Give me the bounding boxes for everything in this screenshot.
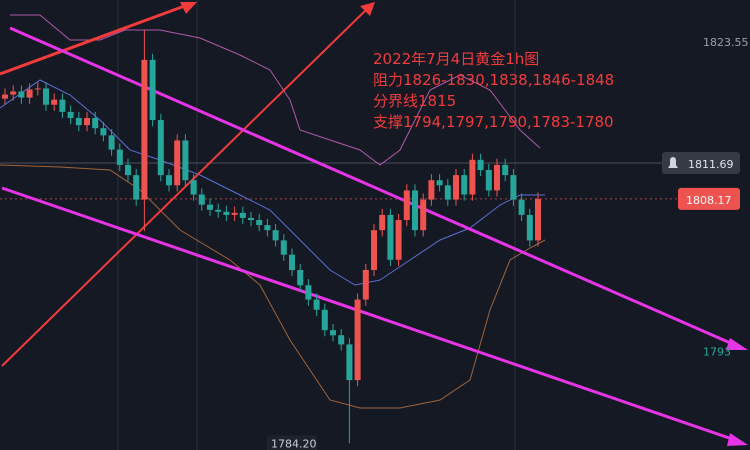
candle-body [239,212,246,218]
annotation-line: 阻力1826-1830,1838,1846-1848 [373,71,614,89]
candle-body [2,94,8,99]
arrow-head [360,2,375,16]
price-box [267,435,317,450]
bollinger-lower [0,164,546,409]
bell-icon [668,156,678,168]
candle-body [297,269,304,286]
price-label: 1823.55 [703,36,749,49]
annotation-line: 分界线1815 [373,92,456,110]
candle-body [133,175,140,200]
candles [2,30,541,444]
candle-body [256,220,263,226]
candle-body [231,212,238,215]
candle-body [436,180,443,186]
price-label: 1808.17 [686,194,732,207]
candle-body [354,299,361,381]
candle-body [444,185,451,200]
candle-body [321,309,328,331]
trend-line [0,2,191,76]
candle-body [330,330,336,336]
candle-body [43,88,49,105]
candle-body [141,59,148,200]
candle-body [207,204,213,210]
candle-body [182,140,189,181]
price-label: 1784.20 [271,437,317,450]
candle-body [116,149,123,165]
price-label: 1793 [703,346,731,359]
candle-body [215,209,222,212]
bollinger-upper [10,14,541,166]
candle-body [59,99,66,112]
candle-body [412,190,418,231]
candle-body [18,91,25,98]
candle-body [84,118,90,126]
candle-body [387,214,394,260]
candle-body [149,59,156,121]
candle-body [346,344,353,381]
candle-body [428,180,435,200]
candle-body [92,118,99,129]
candle-body [280,240,287,255]
annotation: 2022年7月4日黄金1h图阻力1826-1830,1838,1846-1848… [373,50,614,131]
candle-body [174,140,181,186]
candle-body [313,299,320,310]
channel-line [9,26,736,347]
annotation-line: 2022年7月4日黄金1h图 [373,50,539,68]
candle-body [494,164,500,191]
candle-body [26,89,33,98]
candle-body [453,175,459,200]
candle-body [190,180,197,195]
candle-body [535,198,541,241]
candle-body [338,335,345,345]
candle-body [166,175,172,186]
candle-body [526,214,533,241]
levels [0,162,678,200]
candle-body [248,217,254,221]
candle-body [502,164,509,176]
arrow-head [727,433,748,446]
candle-body [272,230,279,241]
candle-body [100,128,107,136]
price-box [662,151,740,174]
annotation-line: 支撑1794,1797,1790,1783-1780 [373,113,614,131]
price-box [678,187,740,210]
candle-body [157,120,164,176]
candle-body [305,285,312,300]
candle-body [108,135,115,150]
candle-body [485,170,492,191]
candle-body [469,159,476,195]
candle-body [264,225,271,231]
candle-body [67,111,74,119]
candle-body [518,199,525,215]
candle-body [125,164,131,176]
price-labels: 1823.55 1811.69 1808.17 1793 1784.20 [267,36,749,450]
candle-body [403,190,410,221]
channel-line [1,186,736,442]
candle-body [10,91,17,95]
candle-body [34,88,41,90]
candle-body [289,254,295,270]
candle-body [477,159,484,171]
arrow-head [726,338,748,350]
arrow-head [180,2,197,14]
candle-body [198,194,205,205]
candle-body [362,269,369,300]
candle-body [395,220,402,260]
candle-body [461,175,468,195]
candle-body [223,211,230,215]
candle-body [379,214,386,231]
candle-body [420,199,427,231]
candle-body [51,99,58,105]
candle-body [510,175,517,200]
candle-body [75,118,82,126]
price-label: 1811.69 [688,158,734,171]
candle-body [371,230,377,270]
trend-line [1,7,369,367]
